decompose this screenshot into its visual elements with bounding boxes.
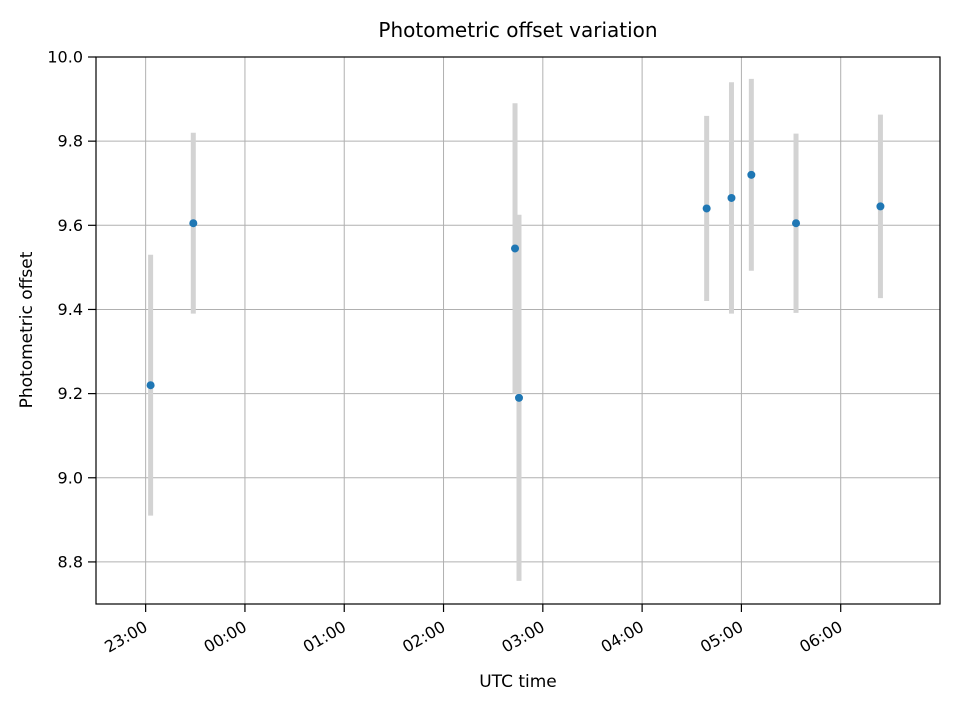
x-tick-label: 05:00 xyxy=(697,617,746,657)
chart-title: Photometric offset variation xyxy=(378,18,658,42)
x-tick-label: 03:00 xyxy=(498,617,547,657)
x-tick-label: 06:00 xyxy=(796,617,845,657)
data-point xyxy=(792,219,801,228)
plot-border xyxy=(95,56,941,605)
y-tick-label: 10.0 xyxy=(47,48,83,67)
data-point xyxy=(876,202,885,211)
data-point xyxy=(511,244,520,253)
y-axis-label: Photometric offset xyxy=(17,251,37,409)
y-tick-label: 9.6 xyxy=(58,216,83,235)
data-point xyxy=(727,193,736,202)
y-tick-label: 9.4 xyxy=(58,300,83,319)
y-tick-label: 9.8 xyxy=(58,132,83,151)
x-axis-label: UTC time xyxy=(479,672,557,692)
data-point xyxy=(189,219,198,228)
data-point xyxy=(146,381,155,390)
data-point xyxy=(514,393,523,402)
data-point xyxy=(747,170,756,179)
x-tick-label: 23:00 xyxy=(101,617,150,657)
data-point xyxy=(702,204,711,213)
x-tick-label: 01:00 xyxy=(300,617,349,657)
x-tick-label: 02:00 xyxy=(399,617,448,657)
y-tick-label: 9.2 xyxy=(58,384,83,403)
y-tick-label: 9.0 xyxy=(58,468,83,487)
y-tick-label: 8.8 xyxy=(58,552,83,571)
x-tick-label: 04:00 xyxy=(598,617,647,657)
x-tick-label: 00:00 xyxy=(201,617,250,657)
